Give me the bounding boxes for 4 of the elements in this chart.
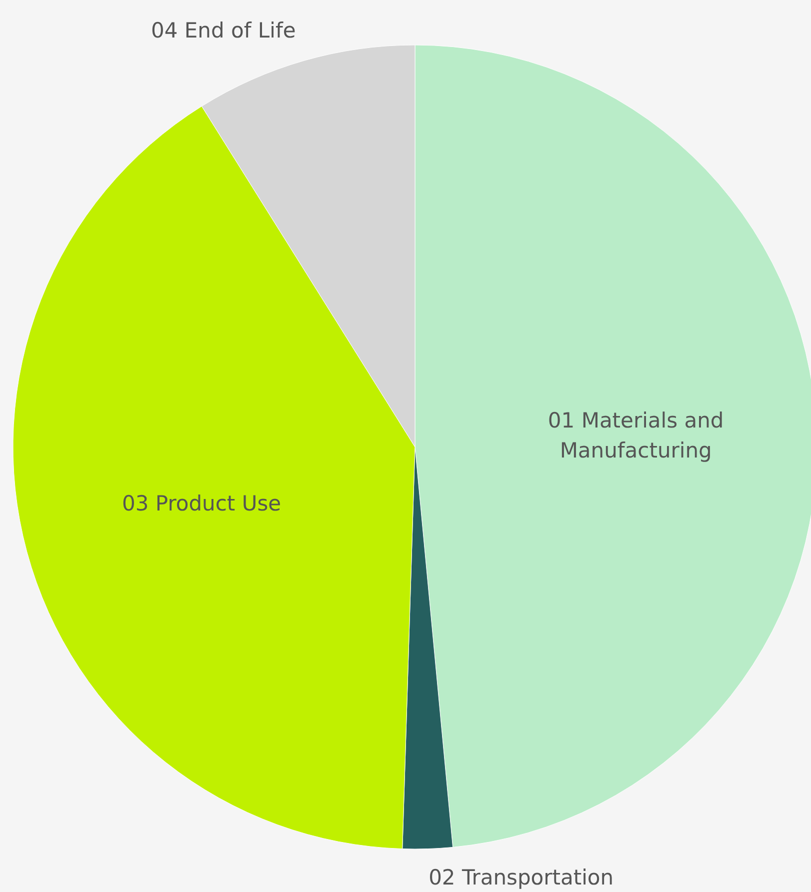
slice-label: 03 Product Use (122, 491, 282, 516)
slice-label: 02 Transportation (428, 866, 614, 890)
slice-label: 04 End of Life (151, 18, 296, 43)
slice-label: 01 Materials and Manufacturing (548, 408, 724, 462)
